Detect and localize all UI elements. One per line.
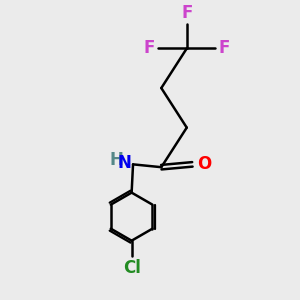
Text: Cl: Cl: [123, 259, 141, 277]
Text: F: F: [144, 40, 155, 58]
Text: N: N: [118, 154, 132, 172]
Text: H: H: [109, 151, 123, 169]
Text: F: F: [181, 4, 192, 22]
Text: F: F: [218, 40, 230, 58]
Text: O: O: [196, 155, 211, 173]
